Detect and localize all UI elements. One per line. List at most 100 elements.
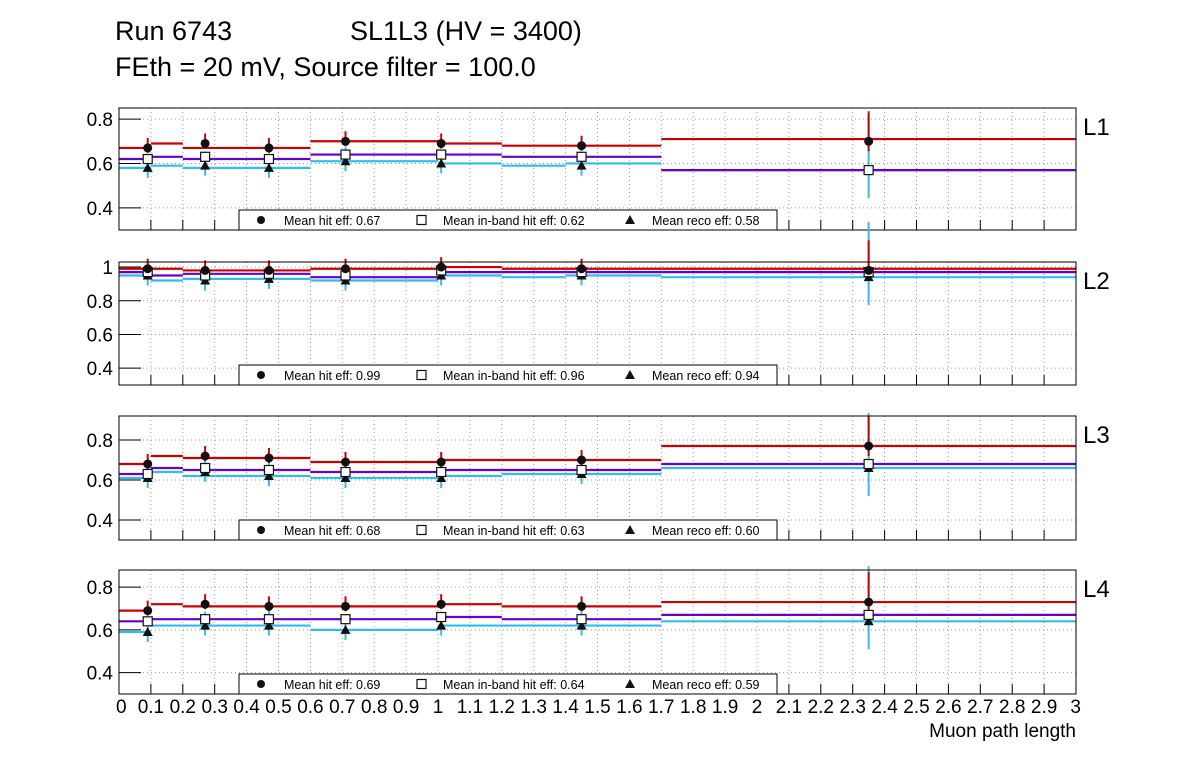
panel-l3-legend-box [238, 519, 778, 541]
panel-l2-ytick-label: 0.8 [87, 292, 113, 313]
panel-l2-legend-inband-label: Mean in-band hit eff: 0.96 [443, 369, 585, 383]
panel-l1-ytick-label: 0.4 [87, 199, 114, 220]
x-tick-label: 0.3 [201, 697, 227, 718]
panel-l4-hit-marker [340, 601, 350, 611]
panel-l2-legend-reco-label: Mean reco eff: 0.94 [652, 369, 760, 383]
x-tick-label: 3 [1070, 697, 1081, 718]
panel-l1-inband-marker [576, 151, 587, 162]
panel-l4-reco-marker [863, 616, 874, 626]
panel-l2-legend-inband-marker [416, 369, 427, 381]
panel-l3-hit-marker [340, 457, 350, 467]
x-tick-label: 2.7 [967, 697, 993, 718]
panel-l1-hit-marker [864, 136, 874, 146]
panel-l4-reco-marker [263, 620, 274, 630]
panel-l1-reco-marker [200, 160, 211, 170]
panel-l1-inband-marker [863, 165, 874, 176]
panel-l3-inband-marker [436, 466, 447, 478]
panel-l3-hit-marker [143, 459, 153, 469]
panel-l2-hit-marker [864, 265, 874, 275]
x-tick-label: 0.5 [265, 697, 291, 718]
panel-l1-label: L1 [1083, 114, 1110, 141]
x-tick-label: 2.6 [935, 697, 961, 718]
panel-l3-legend-hit-label: Mean hit eff: 0.68 [284, 524, 380, 538]
panel-l4-hit-marker [577, 601, 587, 611]
panel-l4-ytick-label: 0.8 [87, 578, 113, 599]
x-tick-label: 2.9 [1031, 697, 1057, 718]
x-tick-label: 2.2 [808, 697, 834, 718]
panel-l1-hit-marker [340, 136, 350, 146]
panel-l1-legend-inband-marker [416, 214, 427, 226]
panel-l4-legend-reco-marker [625, 679, 635, 688]
panel-l1-legend-hit-label: Mean hit eff: 0.67 [284, 214, 380, 228]
panel-l1-hit-marker [200, 138, 210, 148]
panel-l4-hit-marker [264, 601, 274, 611]
panel-l1-ytick-label: 0.6 [87, 154, 113, 175]
panel-l1-hit-marker [264, 143, 274, 153]
chamber-title: SL1L3 (HV = 3400) [350, 16, 582, 46]
panel-l4-reco-marker [340, 624, 351, 634]
x-tick-label: 2.3 [839, 697, 865, 718]
panel-l3-reco-marker [340, 473, 351, 482]
panel-l2-hit-marker [264, 265, 274, 275]
panel-l4-label: L4 [1083, 576, 1110, 603]
panel-l1-inband-marker [200, 151, 211, 162]
panel-l1-reco-marker [436, 158, 447, 168]
run-title: Run 6743 [115, 16, 233, 46]
panel-l4-inband-marker [576, 614, 587, 625]
panel-l2-legend-reco-marker [625, 370, 635, 379]
x-tick-label: 0.2 [170, 697, 196, 718]
panel-l4-ytick-label: 0.6 [87, 621, 113, 642]
x-tick-label: 2.1 [776, 697, 802, 718]
panel-l4-legend-reco-label: Mean reco eff: 0.59 [652, 678, 760, 692]
panel-l4-legend-hit-marker [257, 680, 265, 688]
x-tick-label: 1.2 [489, 697, 515, 718]
x-tick-label: 2.5 [903, 697, 929, 718]
panel-l1-hit-marker [577, 141, 587, 151]
panel-l3-inband-marker [863, 458, 874, 470]
x-tick-label: 0.8 [361, 697, 387, 718]
panel-l2-legend-hit-label: Mean hit eff: 0.99 [284, 369, 380, 383]
panel-l1-ytick-label: 0.8 [87, 110, 113, 131]
settings-title: FEth = 20 mV, Source filter = 100.0 [115, 52, 536, 82]
x-tick-label: 0.4 [233, 697, 260, 718]
panel-l1-reco-marker [263, 162, 274, 172]
panel-l2-hit-marker [200, 265, 210, 275]
panel-l1-inband-marker [340, 149, 351, 160]
x-tick-label: 0.7 [329, 697, 355, 718]
panel-l3-reco-marker [263, 471, 274, 480]
x-tick-label: 1.1 [457, 697, 483, 718]
panel-l3-hit-marker [864, 441, 874, 451]
panel-l4-inband-marker [142, 616, 153, 627]
panel-l4-hit-marker [436, 599, 446, 609]
panel-l1-reco-marker [340, 156, 351, 166]
panel-l4-hit-marker [200, 599, 210, 609]
panel-l1-inband-marker [142, 153, 153, 165]
panel-l2-hit-marker [143, 264, 153, 274]
panel-l3-legend-inband-label: Mean in-band hit eff: 0.63 [443, 524, 585, 538]
panel-l2-hit-marker [577, 264, 587, 274]
panel-l1-hit-marker [143, 143, 153, 153]
panel-l4-reco-marker [200, 620, 211, 630]
x-tick-label: 1.4 [552, 697, 579, 718]
panel-l3-legend-inband-marker [416, 524, 427, 536]
x-tick-label: 1 [433, 697, 444, 718]
panel-l1-reco-marker [576, 160, 587, 170]
x-tick-label: 2 [752, 697, 763, 718]
panel-l3-ytick-label: 0.4 [87, 511, 114, 532]
panel-l4-legend-inband-marker [416, 678, 427, 690]
panel-l3-hit-marker [436, 457, 446, 467]
panel-l1-legend-box [238, 209, 778, 231]
panel-l3-ytick-label: 0.8 [87, 431, 113, 452]
x-axis-label: Muon path length [929, 721, 1076, 742]
x-tick-label: 2.4 [871, 697, 898, 718]
panel-l4-reco-marker [576, 620, 587, 630]
panel-l1-legend-reco-label: Mean reco eff: 0.58 [652, 214, 760, 228]
panel-l2-hit-marker [340, 264, 350, 274]
x-tick-label: 2.8 [999, 697, 1025, 718]
panel-l3-legend-reco-marker [625, 525, 635, 534]
panel-l4-legend-hit-label: Mean hit eff: 0.69 [284, 678, 380, 692]
panel-l4-hit-marker [864, 597, 874, 607]
panel-l4-hit-marker [143, 606, 153, 616]
panel-l3-inband-marker [142, 468, 153, 480]
